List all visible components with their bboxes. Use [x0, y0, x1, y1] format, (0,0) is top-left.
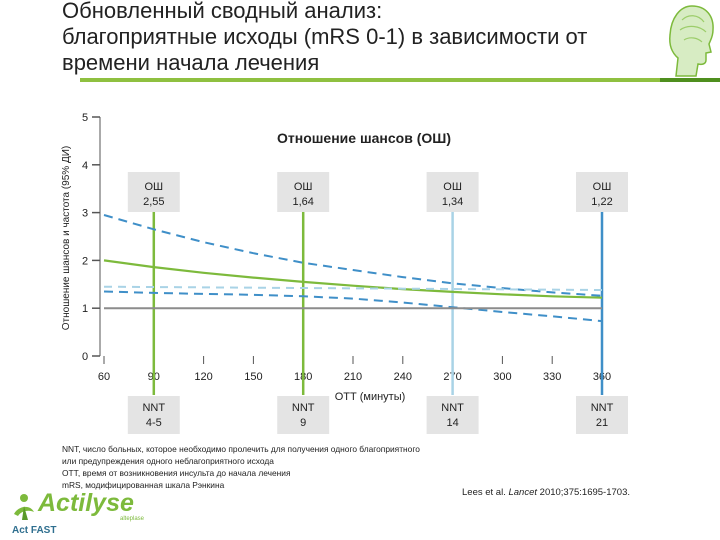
nnt-value: 9	[300, 417, 306, 429]
head-profile-icon	[662, 0, 720, 78]
or-box-180	[277, 172, 330, 212]
accent-rule	[80, 78, 720, 82]
nnt-value: 14	[446, 417, 458, 429]
x-tick-label: 60	[98, 371, 110, 383]
or-label: ОШ	[443, 181, 462, 193]
title-line-1: Обновленный сводный анализ:	[62, 0, 383, 23]
reference: Lees et al. Lancet 2010;375:1695-1703.	[462, 487, 630, 498]
x-tick-label: 240	[394, 371, 412, 383]
logo-mark-icon	[14, 494, 34, 520]
or-value: 1,64	[292, 196, 313, 208]
x-tick-label: 120	[194, 371, 212, 383]
or-box-90	[127, 172, 180, 212]
or-label: ОШ	[144, 181, 163, 193]
series-line-odds_ratio	[103, 259, 603, 299]
nnt-box-90	[127, 396, 180, 434]
or-label: ОШ	[593, 181, 612, 193]
title-line-2: благоприятные исходы (mRS 0-1) в зависим…	[62, 24, 588, 49]
nnt-box-180	[277, 396, 330, 434]
x-tick-label: 150	[244, 371, 262, 383]
title-line-3: времени начала лечения	[62, 50, 320, 75]
series-line-ci_lower	[103, 290, 603, 323]
x-tick-label: 210	[344, 371, 362, 383]
x-axis-title: ОТТ (минуты)	[335, 391, 406, 403]
x-tick-label: 330	[543, 371, 561, 383]
reference-journal: Lancet	[508, 487, 538, 498]
logo-sub: alteplase	[120, 516, 145, 522]
logo-brand: Actilyse	[37, 489, 134, 517]
nnt-label: NNT	[142, 402, 165, 414]
y-tick-label: 3	[82, 208, 88, 220]
y-axis-title: Отношение шансов и частота (95% ДИ)	[61, 146, 72, 331]
y-tick-label: 5	[82, 112, 88, 124]
or-value: 2,55	[143, 196, 164, 208]
nnt-value: 4-5	[146, 417, 162, 429]
or-label: ОШ	[294, 181, 313, 193]
or-value: 1,22	[591, 196, 612, 208]
footnote-line-3: OTT, время от возникновения инсульта до …	[62, 468, 291, 478]
actilyse-logo: Actilyse alteplase Act FAST	[12, 489, 145, 536]
reference-prefix: Lees et al.	[462, 487, 509, 498]
footnote-line-2: или предупреждения одного неблагоприятно…	[62, 456, 274, 466]
accent-rule-dark	[660, 78, 720, 82]
y-tick-label: 0	[82, 351, 88, 363]
series-line-ci_upper	[103, 214, 603, 297]
nnt-box-360	[576, 396, 628, 434]
y-tick-label: 1	[82, 303, 88, 315]
series-line-reference_ci_upper	[103, 285, 603, 291]
nnt-label: NNT	[441, 402, 464, 414]
footnote: NNT, число больных, которое необходимо п…	[62, 443, 582, 491]
y-tick-label: 2	[82, 255, 88, 267]
reference-suffix: 2010;375:1695-1703.	[537, 487, 630, 498]
page-title: Обновленный сводный анализ: благоприятны…	[62, 0, 662, 76]
nnt-label: NNT	[591, 402, 614, 414]
footnote-line-1: NNT, число больных, которое необходимо п…	[62, 444, 420, 454]
or-box-360	[576, 172, 628, 212]
logo-tagline: Act FAST	[12, 525, 56, 536]
nnt-label: NNT	[292, 402, 315, 414]
y-tick-label: 4	[82, 160, 88, 172]
or-box-270	[426, 172, 479, 212]
or-value: 1,34	[442, 196, 463, 208]
x-tick-label: 300	[493, 371, 511, 383]
chart-inner-title: Отношение шансов (ОШ)	[277, 130, 451, 146]
nnt-box-270	[426, 396, 479, 434]
footnote-line-4: mRS, модифицированная шкала Рэнкина	[62, 480, 225, 490]
nnt-value: 21	[596, 417, 608, 429]
